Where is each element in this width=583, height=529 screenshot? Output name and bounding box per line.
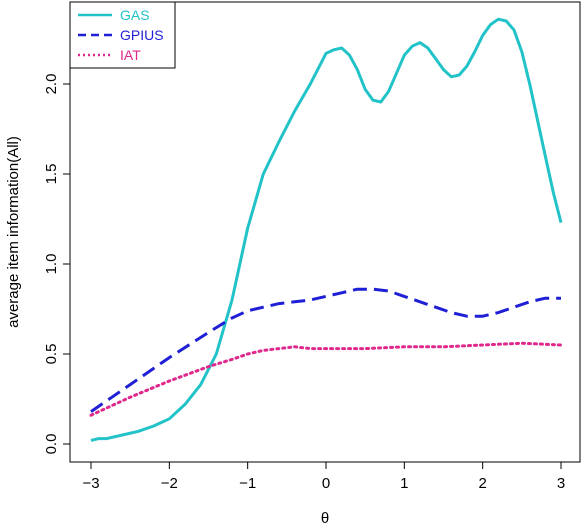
x-tick-label: −1 (239, 475, 256, 492)
y-tick-label: 0.5 (43, 344, 60, 365)
x-axis-label: θ (321, 510, 329, 527)
series-layer (89, 17, 563, 442)
y-tick-label: 1.5 (43, 164, 60, 185)
y-tick-label: 1.0 (43, 254, 60, 275)
series-line-gpius (90, 287, 561, 413)
series-line-iat (89, 341, 563, 417)
plot-frame (69, 1, 581, 463)
y-tick-label: 0.0 (43, 434, 60, 455)
legend-box (69, 1, 176, 69)
x-tick-label: 0 (322, 475, 330, 492)
x-tick-label: 3 (557, 475, 565, 492)
legend: GAS GPIUS IAT (69, 1, 176, 69)
x-tick-label: −2 (161, 475, 178, 492)
y-axis: 0.0 0.5 1.0 1.5 2.0 (43, 74, 71, 455)
y-tick-label: 2.0 (43, 74, 60, 95)
y-axis-label: average item information(All) (5, 136, 22, 328)
series-line-gas (90, 17, 563, 442)
legend-label-gas: GAS (120, 7, 150, 23)
legend-label-iat: IAT (120, 47, 141, 63)
x-axis: −3 −2 −1 0 1 2 3 (82, 461, 565, 492)
x-tick-label: 1 (400, 475, 408, 492)
x-tick-label: 2 (478, 475, 486, 492)
x-tick-label: −3 (82, 475, 99, 492)
legend-label-gpius: GPIUS (120, 27, 164, 43)
